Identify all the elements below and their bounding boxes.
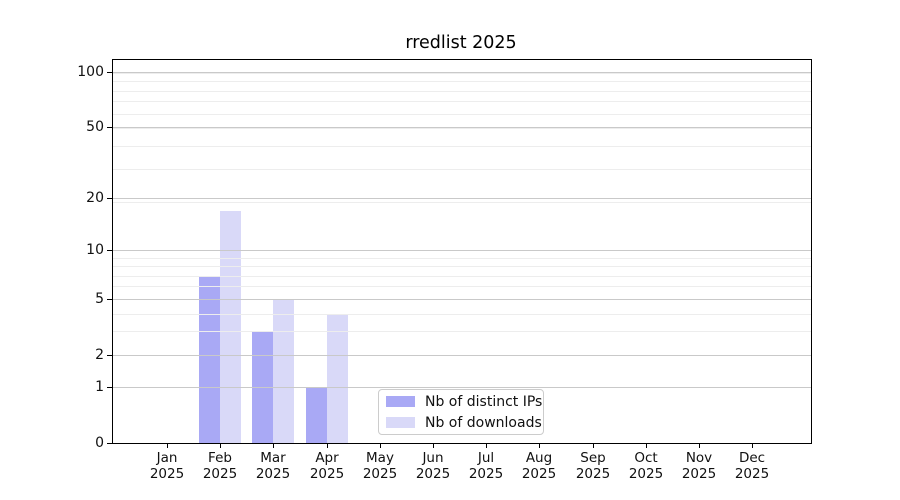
legend-label-distinct-ips: Nb of distinct IPs xyxy=(425,393,543,410)
minor-gridline xyxy=(113,276,811,277)
x-axis-tick-label-feb: Feb 2025 xyxy=(202,450,238,482)
x-axis-tick-label-aug: Aug 2025 xyxy=(521,450,557,482)
minor-gridline xyxy=(113,286,811,287)
legend-swatch-distinct-ips-icon xyxy=(386,396,415,407)
y-axis-tick xyxy=(107,387,112,388)
major-gridline xyxy=(113,127,811,128)
x-axis-tick xyxy=(380,443,381,448)
x-axis-tick xyxy=(433,443,434,448)
bar-nb-of-downloads-mar xyxy=(273,298,295,443)
y-axis-tick-label: 5 xyxy=(95,291,104,307)
minor-gridline xyxy=(113,73,811,74)
legend-swatch-downloads-icon xyxy=(386,417,415,428)
y-axis-tick xyxy=(107,127,112,128)
minor-gridline xyxy=(113,101,811,102)
gridlines-layer xyxy=(113,60,811,443)
y-axis-tick xyxy=(107,250,112,251)
bar-nb-of-distinct-ips-apr xyxy=(305,387,327,443)
x-axis-tick xyxy=(273,443,274,448)
minor-gridline xyxy=(113,114,811,115)
y-axis-tick xyxy=(107,355,112,356)
x-axis-tick-label-sep: Sep 2025 xyxy=(575,450,611,482)
x-axis-tick xyxy=(167,443,168,448)
x-axis-tick xyxy=(539,443,540,448)
x-axis-tick xyxy=(220,443,221,448)
x-axis-tick xyxy=(752,443,753,448)
major-gridline xyxy=(113,72,811,73)
legend-item-downloads: Nb of downloads xyxy=(386,415,543,431)
minor-gridline xyxy=(113,266,811,267)
x-axis-tick xyxy=(327,443,328,448)
x-axis-tick-label-jul: Jul 2025 xyxy=(468,450,504,482)
minor-gridline xyxy=(113,128,811,129)
major-gridline xyxy=(113,198,811,199)
legend-item-distinct-ips: Nb of distinct IPs xyxy=(386,394,543,410)
y-axis-tick-label: 2 xyxy=(95,347,104,363)
x-axis-tick-label-oct: Oct 2025 xyxy=(628,450,664,482)
minor-gridline xyxy=(113,146,811,147)
major-gridline xyxy=(113,299,811,300)
y-axis-tick xyxy=(107,198,112,199)
y-axis-tick-label: 10 xyxy=(86,242,104,258)
y-axis-tick xyxy=(107,299,112,300)
y-axis-tick xyxy=(107,443,112,444)
x-axis-tick-label-jun: Jun 2025 xyxy=(415,450,451,482)
bar-nb-of-downloads-apr xyxy=(326,313,348,443)
x-axis-tick-label-apr: Apr 2025 xyxy=(309,450,345,482)
y-axis-tick-label: 1 xyxy=(95,379,104,395)
minor-gridline xyxy=(113,81,811,82)
y-axis-tick-label: 50 xyxy=(86,119,104,135)
x-axis-tick-label-nov: Nov 2025 xyxy=(681,450,717,482)
minor-gridline xyxy=(113,314,811,315)
plot-area: Nb of distinct IPs Nb of downloads xyxy=(112,59,812,444)
y-axis-tick-label: 100 xyxy=(77,64,104,80)
major-gridline xyxy=(113,355,811,356)
x-axis-tick xyxy=(593,443,594,448)
x-axis-tick-label-mar: Mar 2025 xyxy=(255,450,291,482)
chart-title: rredlist 2025 xyxy=(405,33,517,53)
minor-gridline xyxy=(113,258,811,259)
major-gridline xyxy=(113,387,811,388)
y-axis-tick-label: 0 xyxy=(95,435,104,451)
x-axis-tick-label-dec: Dec 2025 xyxy=(734,450,770,482)
x-axis-tick xyxy=(699,443,700,448)
x-axis-tick xyxy=(646,443,647,448)
minor-gridline xyxy=(113,331,811,332)
x-axis-tick-label-jan: Jan 2025 xyxy=(149,450,185,482)
bar-nb-of-downloads-feb xyxy=(220,210,242,443)
minor-gridline xyxy=(113,91,811,92)
minor-gridline xyxy=(113,202,811,203)
major-gridline xyxy=(113,250,811,251)
x-axis-tick-label-may: May 2025 xyxy=(362,450,398,482)
legend: Nb of distinct IPs Nb of downloads xyxy=(378,389,544,435)
legend-label-downloads: Nb of downloads xyxy=(425,414,542,431)
x-axis-tick xyxy=(486,443,487,448)
bars-layer xyxy=(113,60,811,443)
minor-gridline xyxy=(113,169,811,170)
y-axis-tick-label: 20 xyxy=(86,190,104,206)
bar-nb-of-distinct-ips-feb xyxy=(199,275,221,443)
y-axis-tick xyxy=(107,72,112,73)
